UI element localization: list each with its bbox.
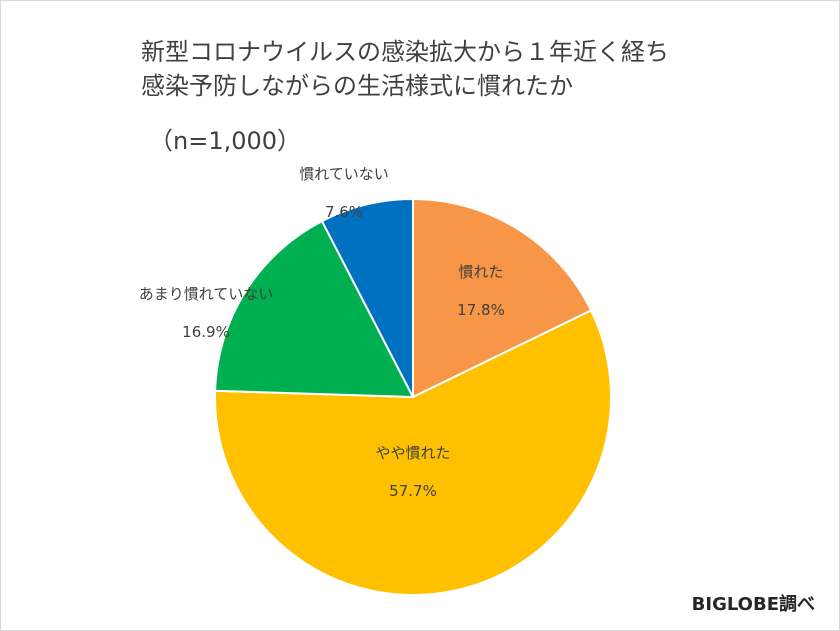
slice-value-nareta: 17.8% (457, 301, 505, 319)
pie-slice-amari-nareteinai (214, 219, 415, 399)
pie-slice-nareta (412, 197, 593, 399)
slice-value-nareteinai: 7.6% (325, 203, 363, 221)
chart-title: 新型コロナウイルスの感染拡大から１年近く経ち 感染予防しながらの生活様式に慣れた… (141, 35, 669, 103)
slice-value-amari-nareteinai: 16.9% (182, 323, 230, 341)
pie-slice-nareteinai (320, 197, 414, 398)
title-line-1: 新型コロナウイルスの感染拡大から１年近く経ち (141, 38, 669, 66)
slice-label-amari-nareteinai: あまり慣れていない (139, 285, 274, 303)
pie-slice-yaya-nareta (214, 309, 612, 596)
source-credit: BIGLOBE調べ (691, 594, 815, 615)
sample-size-label: （n=1,000） (149, 127, 302, 155)
slice-label-nareteinai: 慣れていない (299, 165, 389, 183)
slice-label-yaya-nareta: やや慣れた (375, 444, 450, 462)
slice-value-yaya-nareta: 57.7% (389, 482, 437, 500)
slice-label-nareta: 慣れた (458, 263, 503, 281)
title-line-2: 感染予防しながらの生活様式に慣れたか (141, 72, 573, 100)
